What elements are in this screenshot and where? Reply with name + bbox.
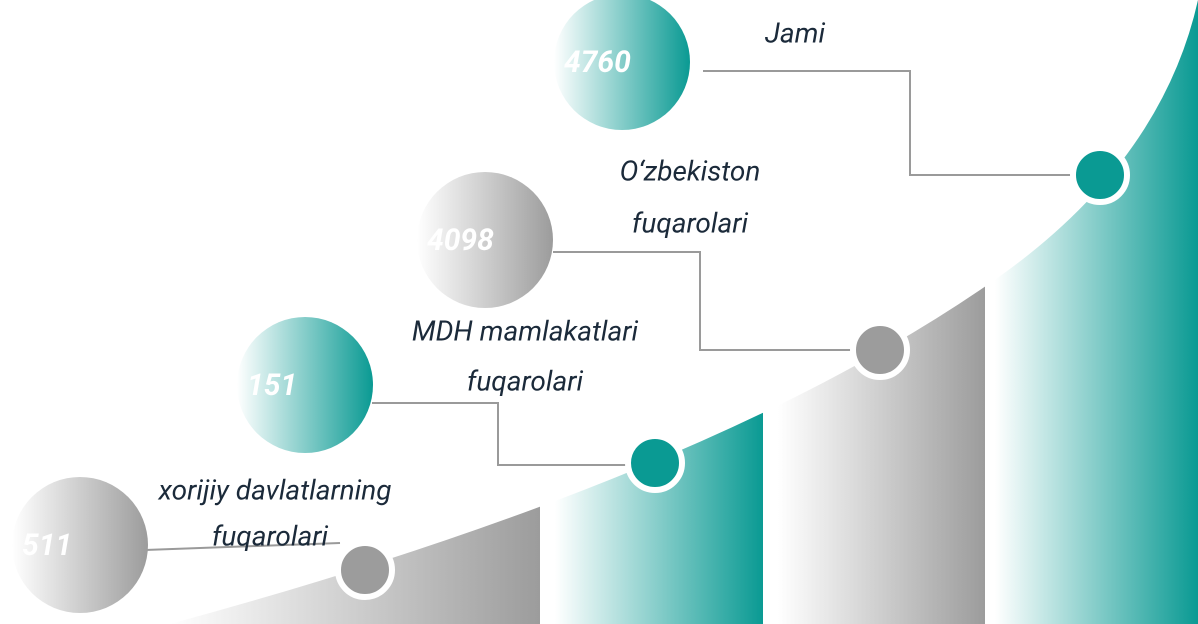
value: 511	[22, 528, 72, 563]
label: O‘zbekiston	[620, 154, 761, 187]
dot	[1070, 145, 1130, 205]
value-circle	[554, 0, 690, 130]
value-circle	[237, 317, 373, 453]
items: 511 xorijiy davlatlarning fuqarolari 151 MDH…	[12, 0, 1130, 613]
connector	[703, 70, 1075, 176]
label: Jami	[765, 16, 826, 49]
connector	[553, 251, 855, 351]
label: fuqarolari	[632, 206, 749, 239]
value-circle	[12, 477, 148, 613]
step	[995, 0, 1198, 624]
value: 151	[247, 368, 297, 403]
value-circle	[417, 172, 553, 308]
label: MDH mamlakatlari	[412, 314, 639, 347]
connector	[144, 542, 341, 551]
dot	[625, 433, 685, 493]
connector	[372, 402, 630, 466]
value: 4098	[427, 223, 494, 258]
dot	[335, 540, 395, 600]
dot	[850, 320, 910, 380]
value: 4760	[564, 45, 631, 80]
label: fuqarolari	[212, 519, 329, 552]
step	[778, 0, 985, 624]
label: xorijiy davlatlarning	[157, 473, 391, 506]
label: fuqarolari	[467, 364, 584, 397]
